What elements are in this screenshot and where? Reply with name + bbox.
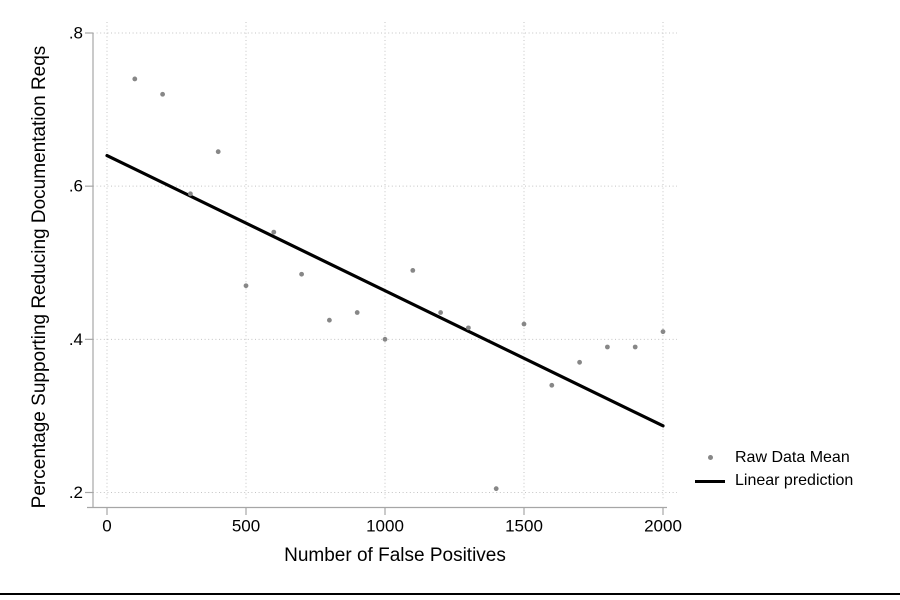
data-point [354,310,360,315]
y-tick-label: .2 [69,483,83,502]
data-point [299,271,304,277]
legend-marker-cell [685,479,735,483]
legend: Raw Data Mean Linear prediction [685,446,853,493]
data-point [271,229,277,235]
data-point [632,344,638,350]
x-tick-label: 1000 [366,517,404,536]
y-axis-title: Percentage Supporting Reducing Documenta… [29,45,50,509]
y-tick-label: .4 [69,330,83,349]
data-point [382,336,388,342]
x-axis-title: Number of False Positives [284,545,506,566]
data-point [521,321,527,327]
legend-item-raw-data-mean: Raw Data Mean [685,446,853,470]
data-point [577,359,582,365]
x-tick-label: 1500 [505,517,543,536]
line-swatch-icon [695,479,725,483]
y-tick-label: .6 [69,177,83,196]
legend-label-linear-prediction: Linear prediction [735,472,854,490]
legend-marker-cell [685,455,735,461]
legend-item-linear-prediction: Linear prediction [685,470,853,494]
prediction-line [105,153,665,428]
legend-label-raw-data-mean: Raw Data Mean [735,448,850,466]
data-point [215,149,221,155]
data-point [188,191,193,197]
x-tick-label: 500 [232,517,260,536]
figure-bottom-border [0,593,900,595]
data-point [466,325,471,331]
scatter-dot-icon [707,455,713,461]
data-point [438,310,443,315]
data-point [132,76,138,82]
x-tick-label: 2000 [644,517,682,536]
data-point [410,268,416,273]
x-tick-label: 0 [102,517,111,536]
data-point [493,486,499,492]
data-point [243,283,249,289]
data-point [327,317,332,323]
data-point [549,382,555,388]
data-point [160,91,166,97]
data-point [660,329,666,335]
data-point [605,344,610,350]
y-tick-label: .8 [69,24,83,43]
